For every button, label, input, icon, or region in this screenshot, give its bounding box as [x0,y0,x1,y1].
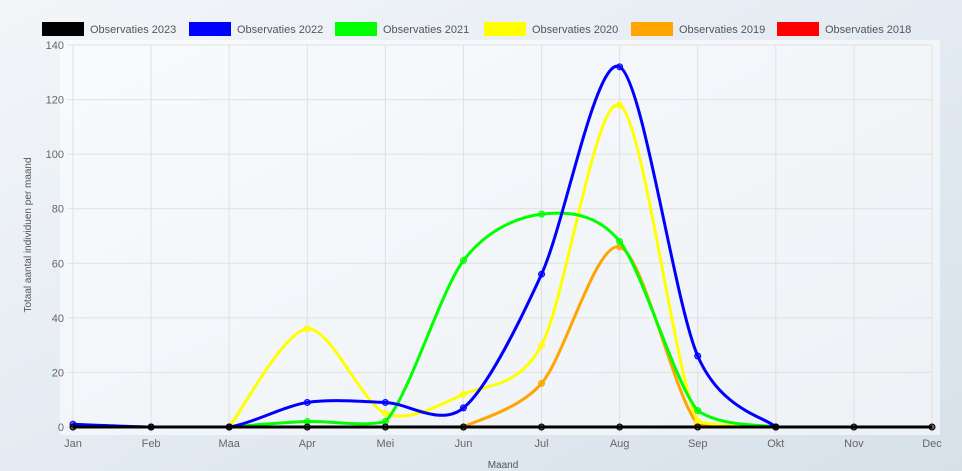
x-tick-label: Jun [455,438,473,450]
x-tick-label: Aug [610,438,630,450]
y-tick-label: 20 [52,367,64,379]
data-point[interactable] [69,423,77,431]
series-line [229,211,777,429]
data-point[interactable] [147,423,155,431]
legend-label: Observaties 2019 [679,24,765,36]
legend-swatch [777,22,819,36]
legend-label: Observaties 2018 [825,24,911,36]
x-axis-title: Maand [488,460,519,471]
x-axis-ticks: Jan Feb Maa Apr Mei Jun Jul Aug Sep Okt Nov Dec [64,438,942,450]
y-tick-label: 40 [52,313,64,325]
x-tick-label: Okt [767,438,784,450]
data-point[interactable] [538,423,546,431]
data-point[interactable] [850,423,858,431]
data-point[interactable] [616,237,624,245]
legend-item[interactable]: Observaties 2023 [42,22,176,36]
x-tick-label: Feb [142,438,161,450]
legend-swatch [189,22,231,36]
x-tick-label: Sep [688,438,708,450]
x-tick-label: Jan [64,438,82,450]
data-point[interactable] [694,407,702,415]
series-line [227,103,776,429]
y-axis-ticks: 0 20 40 60 80 100 120 140 [46,40,64,434]
legend-item[interactable]: Observaties 2019 [631,22,765,36]
x-tick-label: Nov [844,438,864,450]
legend-label: Observaties 2022 [237,24,323,36]
data-point[interactable] [381,423,389,431]
data-point[interactable] [381,409,389,417]
data-point[interactable] [459,390,467,398]
y-axis-title: Totaal aantal individuen per maand [23,157,34,312]
legend-item[interactable]: Observaties 2020 [484,22,618,36]
data-point[interactable] [538,270,546,278]
data-point[interactable] [616,101,624,109]
data-point[interactable] [616,63,624,71]
legend-label: Observaties 2023 [90,24,176,36]
data-point[interactable] [772,423,780,431]
y-tick-label: 100 [46,149,64,161]
legend-item[interactable]: Observaties 2018 [777,22,911,36]
legend-item[interactable]: Observaties 2022 [189,22,323,36]
legend-swatch [335,22,377,36]
data-point[interactable] [459,404,467,412]
legend-label: Observaties 2021 [383,24,469,36]
y-tick-label: 0 [58,422,64,434]
legend-swatch [484,22,526,36]
x-tick-label: Apr [299,438,316,450]
series-observaties-2020 [225,101,780,431]
x-tick-label: Jul [535,438,549,450]
data-point[interactable] [303,398,311,406]
data-point[interactable] [694,352,702,360]
data-point[interactable] [459,257,467,265]
series-observaties-2022 [69,63,780,431]
data-point[interactable] [538,210,546,218]
legend-label: Observaties 2020 [532,24,618,36]
y-tick-label: 120 [46,95,64,107]
y-tick-label: 80 [52,204,64,216]
data-point[interactable] [459,423,467,431]
series-observaties-2021 [225,210,780,431]
legend-item[interactable]: Observaties 2021 [335,22,469,36]
y-tick-label: 60 [52,258,64,270]
data-point[interactable] [381,398,389,406]
data-point[interactable] [538,379,546,387]
legend[interactable]: Observaties 2023 Observaties 2022 Observat… [42,22,911,36]
legend-swatch [42,22,84,36]
gridlines [67,44,933,433]
data-point[interactable] [616,423,624,431]
x-tick-label: Dec [922,438,942,450]
legend-swatch [631,22,673,36]
series-lines [69,63,936,431]
data-point[interactable] [303,423,311,431]
x-tick-label: Mei [376,438,394,450]
series-observaties-2023 [69,423,936,431]
data-point[interactable] [303,325,311,333]
y-tick-label: 140 [46,40,64,52]
data-point[interactable] [928,423,936,431]
x-tick-label: Maa [218,438,240,450]
data-point[interactable] [694,423,702,431]
data-point[interactable] [225,423,233,431]
data-point[interactable] [538,341,546,349]
